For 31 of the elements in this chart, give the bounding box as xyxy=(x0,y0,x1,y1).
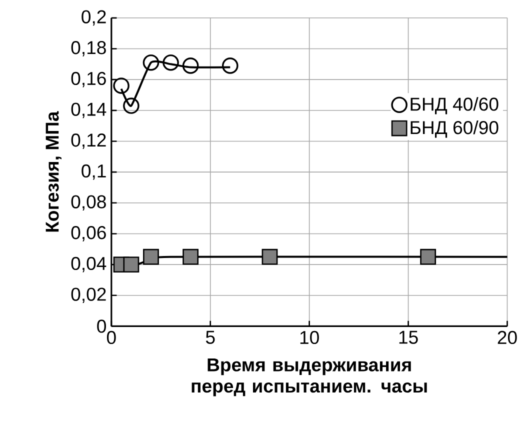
point xyxy=(123,98,140,114)
point xyxy=(143,249,159,265)
y-tick-label: 0,2 xyxy=(82,10,106,26)
x-tick-label: 20 xyxy=(498,331,517,344)
point xyxy=(162,54,179,71)
point xyxy=(222,58,238,74)
y-tick-label: 0,1 xyxy=(82,164,106,180)
point xyxy=(182,249,199,265)
legend-label: БНД 60/90 xyxy=(410,120,498,138)
legend-label: БНД 40/60 xyxy=(410,97,498,114)
x-tick-label: 0 xyxy=(106,331,116,344)
y-tick-label: 0,04 xyxy=(71,257,106,272)
point xyxy=(123,256,140,273)
x-tick-label: 15 xyxy=(399,331,418,344)
y-tick-label: 0,12 xyxy=(71,134,106,150)
y-tick-label: 0,14 xyxy=(71,102,106,118)
point xyxy=(142,54,160,71)
point xyxy=(113,78,130,94)
point xyxy=(182,58,199,74)
y-tick-label: 0,18 xyxy=(71,41,106,57)
y-tick-label: 0,02 xyxy=(71,288,106,304)
x-tick-label: 10 xyxy=(300,331,319,344)
y-tick-label: 0,06 xyxy=(71,226,106,242)
y-tick-label: 0,16 xyxy=(71,72,106,88)
y-tick-label: 0 xyxy=(97,320,106,333)
y-axis-title: Когезия, МПа xyxy=(46,111,62,232)
point xyxy=(420,249,436,265)
y-tick-label: 0,08 xyxy=(71,195,106,211)
point xyxy=(262,249,278,265)
x-tick-label: 5 xyxy=(206,331,215,344)
x-axis-title: Время выдерживания перед испытанием. часы xyxy=(192,358,427,396)
